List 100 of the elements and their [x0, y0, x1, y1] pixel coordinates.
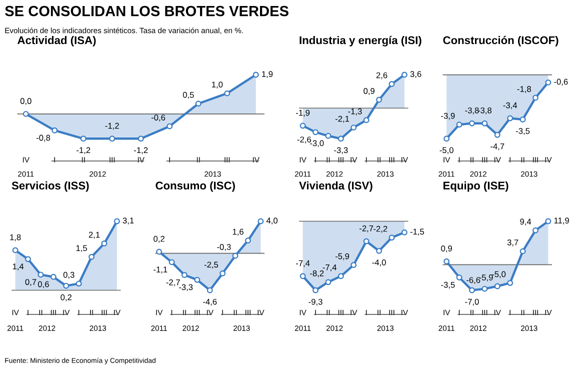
point: [468, 287, 475, 294]
data-label: -3,3: [179, 284, 193, 292]
point: [494, 283, 500, 290]
point: [25, 256, 31, 262]
data-label: -1,8: [517, 86, 531, 93]
data-label: -5,9: [335, 253, 350, 260]
data-label: -3,5: [516, 128, 530, 135]
data-label: 0,2: [60, 294, 72, 302]
data-label: 0,3: [63, 272, 74, 279]
point: [232, 252, 238, 259]
point: [401, 72, 408, 78]
data-label: -6,6: [466, 277, 480, 284]
point: [338, 273, 344, 280]
data-label: -2,1: [335, 116, 350, 123]
point: [532, 94, 538, 101]
data-label: 1,9: [262, 71, 273, 78]
data-label: -3,4: [503, 102, 518, 110]
point: [363, 117, 370, 124]
point: [456, 122, 462, 128]
point: [376, 248, 382, 254]
point: [245, 238, 251, 244]
data-label: -0,6: [151, 114, 166, 122]
data-label: -2,7: [166, 279, 180, 286]
data-label: -1,5: [410, 228, 424, 236]
data-label: -7,4: [296, 260, 310, 268]
point: [444, 136, 450, 142]
data-label: -8,2: [310, 270, 324, 278]
point: [220, 270, 226, 276]
data-label: 0,0: [20, 98, 32, 105]
data-label: -4,6: [203, 298, 217, 306]
point: [388, 81, 395, 88]
point: [156, 248, 162, 255]
data-label: -7,4: [322, 264, 337, 272]
data-label: 0,9: [364, 88, 374, 95]
chart-title: Construcción (ISCOF): [443, 36, 558, 46]
point: [12, 247, 18, 254]
data-label: -9,3: [308, 298, 322, 306]
text: SE CONSOLIDAN LOS BROTES VERDES: [5, 6, 288, 16]
point: [325, 132, 332, 139]
chart-title: Industria y energía (ISI): [300, 36, 422, 46]
point: [468, 120, 475, 126]
data-label: 1,4: [12, 264, 24, 270]
data-label: 0,6: [38, 281, 49, 288]
chart-title: Servicios (ISS): [12, 181, 89, 192]
point: [520, 116, 526, 122]
data-label: 1,8: [10, 234, 21, 242]
data-label: -1,2: [134, 147, 148, 154]
data-label: -0,8: [36, 134, 50, 142]
point: [507, 115, 514, 122]
data-label: 0,2: [154, 236, 164, 243]
point: [168, 259, 175, 266]
chart-title: Actividad (ISA): [18, 36, 96, 46]
point: [388, 234, 395, 241]
data-label: -3,5: [441, 282, 455, 289]
point: [224, 90, 230, 96]
point: [338, 136, 344, 142]
point: [80, 136, 86, 142]
data-label: -3,8: [465, 107, 479, 114]
point: [312, 287, 318, 294]
data-label: 9,4: [520, 218, 532, 226]
data-label: -5,0: [492, 271, 506, 278]
point: [76, 280, 82, 287]
data-label: -3,3: [334, 147, 348, 154]
data-label: -1,1: [154, 266, 168, 274]
data-label: -0,6: [554, 78, 568, 86]
point: [138, 136, 144, 142]
data-label: -3,8: [478, 107, 492, 114]
chart-title: Vivienda (ISV): [299, 181, 372, 192]
point: [194, 276, 200, 283]
data-label: -2,2: [374, 226, 388, 233]
point: [38, 272, 44, 278]
data-label: 1,6: [232, 228, 244, 236]
point: [101, 240, 108, 247]
data-label: -1,2: [105, 122, 119, 130]
chart-title: Consumo (ISC): [156, 181, 235, 192]
point: [520, 248, 526, 254]
point: [50, 274, 56, 280]
data-label: 0,7: [25, 279, 36, 286]
data-label: -2,7: [360, 225, 374, 232]
point: [325, 279, 332, 286]
point: [181, 272, 188, 278]
data-label: 1,5: [76, 245, 88, 252]
data-label: -1,9: [296, 110, 310, 117]
point: [545, 79, 552, 86]
point: [109, 136, 116, 142]
point: [22, 110, 29, 117]
data-label: 0,9: [441, 246, 452, 252]
data-label: -2,6: [297, 136, 311, 144]
data-label: 0,5: [182, 92, 194, 99]
point: [312, 129, 318, 136]
data-label: -5,0: [440, 147, 454, 154]
chart-title: Equipo (ISE): [443, 181, 508, 192]
data-label: -3,9: [441, 112, 455, 120]
data-label: -1,3: [348, 108, 362, 116]
data-label: 4,0: [266, 218, 278, 224]
point: [52, 127, 58, 134]
data-label: -4,0: [372, 259, 386, 266]
data-label: 3,7: [507, 239, 518, 246]
data-label: -3,0: [310, 140, 324, 148]
data-label: 3,1: [122, 218, 134, 224]
